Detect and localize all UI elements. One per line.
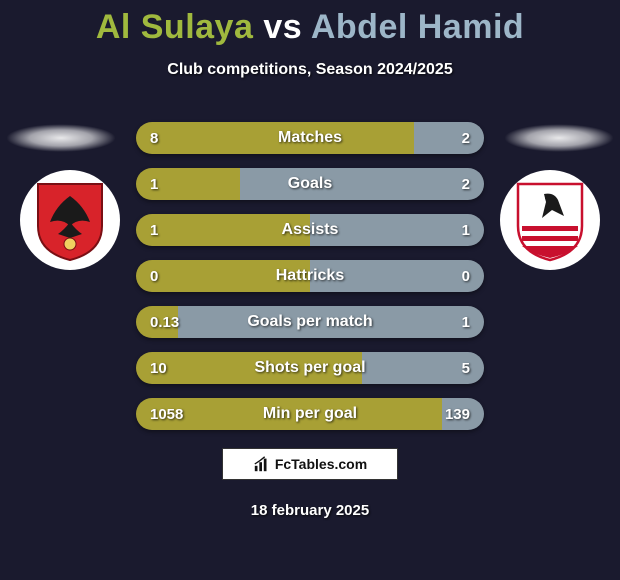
stat-bar: 00Hattricks (136, 260, 484, 292)
shadow-ellipse-right (504, 124, 614, 152)
bar-segment-left (136, 260, 310, 292)
subtitle: Club competitions, Season 2024/2025 (0, 61, 620, 79)
bar-segment-left (136, 168, 240, 200)
bar-segment-left (136, 122, 414, 154)
player2-name: Abdel Hamid (311, 8, 524, 46)
vs-text: vs (263, 8, 302, 46)
comparison-title: Al Sulaya vs Abdel Hamid (0, 0, 620, 47)
stat-bar: 11Assists (136, 214, 484, 246)
stats-bars: 82Matches 12Goals 11Assists 00Hattricks 0.13… (136, 122, 484, 444)
player1-name: Al Sulaya (96, 8, 254, 46)
bar-segment-left (136, 306, 178, 338)
bar-segment-left (136, 214, 310, 246)
stat-bar: 1058139Min per goal (136, 398, 484, 430)
bar-segment-left (136, 352, 362, 384)
stat-bar: 0.131Goals per match (136, 306, 484, 338)
stat-bar: 105Shots per goal (136, 352, 484, 384)
shadow-ellipse-left (6, 124, 116, 152)
bar-segment-left (136, 398, 442, 430)
bar-segment-right (414, 122, 484, 154)
brand-chart-icon (253, 455, 271, 473)
zamalek-icon (514, 178, 586, 262)
bar-segment-right (310, 214, 484, 246)
stat-bar: 12Goals (136, 168, 484, 200)
brand-text: FcTables.com (275, 456, 367, 472)
brand-box: FcTables.com (222, 448, 398, 480)
bar-segment-right (442, 398, 484, 430)
footer-date: 18 february 2025 (0, 502, 620, 519)
bar-segment-right (240, 168, 484, 200)
bar-segment-right (362, 352, 484, 384)
al-ahly-icon (34, 178, 106, 262)
bar-segment-right (178, 306, 484, 338)
club-badge-left (20, 170, 120, 270)
club-badge-right (500, 170, 600, 270)
bar-segment-right (310, 260, 484, 292)
stat-bar: 82Matches (136, 122, 484, 154)
